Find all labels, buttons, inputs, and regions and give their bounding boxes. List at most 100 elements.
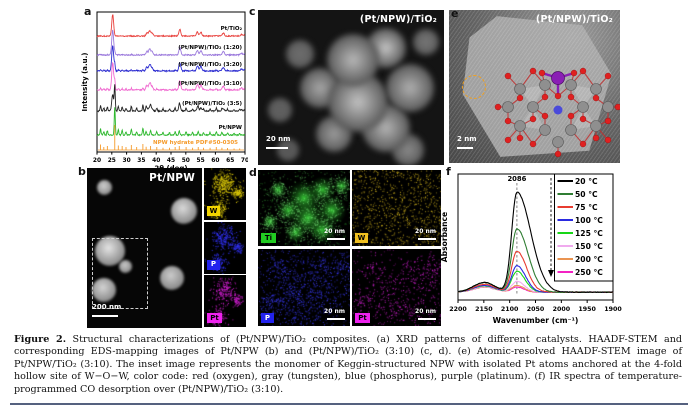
tio2-particle-blob (327, 34, 379, 86)
tungsten-atom (590, 83, 602, 95)
stem-image-ptnpw-title: Pt/NPW (149, 172, 195, 184)
scalebar-b-text: 200 nm (92, 303, 122, 311)
ir-tick-label: 2050 (527, 306, 545, 313)
scalebar-d-text: 20 nm (415, 228, 436, 235)
figure-caption-label: Figure 2. (14, 334, 67, 345)
legend-label: 150 °C (575, 242, 603, 251)
panel-f-letter: f (446, 165, 451, 178)
tungsten-atom (514, 120, 526, 132)
tungsten-atom (590, 120, 602, 132)
oxygen-atom (579, 140, 587, 148)
tungsten-atom (565, 124, 577, 136)
legend-label: 125 °C (575, 229, 603, 238)
tungsten-atom (565, 79, 577, 91)
oxygen-atom (604, 72, 612, 80)
eds-inset-badge: W (207, 206, 220, 216)
oxygen-atom (567, 112, 575, 120)
panel-a-letter: a (84, 5, 92, 18)
ir-tick-label: 1950 (578, 306, 596, 313)
stem-image-composite: (Pt/NPW)/TiO₂ 20 nm (258, 10, 444, 165)
eds-map-w: W 20 nm (352, 170, 441, 246)
oxygen-atom (579, 115, 587, 123)
xrd-ylabel: Intensity (a.u.) (81, 52, 89, 111)
oxygen-atom (516, 94, 524, 102)
inset-region-box (92, 238, 148, 309)
xrd-trace (96, 29, 245, 57)
nanoparticle-blob (96, 179, 112, 195)
xrd-series-label: (Pt/NPW)/TiO₂ (3:10) (178, 81, 242, 87)
panel-d-letter: d (249, 166, 257, 179)
oxygen-atom (541, 93, 549, 101)
xrd-series-label: (Pt/NPW)/TiO₂ (3:5) (182, 101, 242, 107)
legend-label: 100 °C (575, 216, 603, 225)
ir-spectra-chart: 2086 20 °C 50 °C 75 °C 100 °C 125 °C 150 °C 200… (440, 173, 622, 325)
eds-inset-w: W (204, 168, 246, 220)
tio2-particle-blob (268, 98, 292, 122)
xrd-tick-label: 50 (182, 158, 190, 164)
oxygen-atom (592, 134, 600, 142)
pt-atom-highlight-circle (462, 75, 486, 99)
oxygen-atom (529, 140, 537, 148)
eds-inset-badge: P (207, 259, 220, 270)
oxygen-atom (516, 134, 524, 142)
ir-legend-box (554, 173, 614, 282)
ir-curve (457, 191, 614, 294)
eds-map-pt: Pt 20 nm (352, 249, 441, 326)
xrd-tick-label: 20 (93, 158, 101, 164)
tungsten-atom (552, 136, 564, 148)
tungsten-atom (539, 124, 551, 136)
tio2-platelet (462, 16, 612, 157)
tungsten-atom (514, 83, 526, 95)
legend-label: 75 °C (575, 203, 598, 212)
tungsten-atom (502, 101, 514, 113)
ir-xlabel: Wavenumber (cm⁻¹) (493, 316, 579, 325)
ir-tick-label: 2100 (501, 306, 519, 313)
nanoparticle-blob (160, 266, 184, 290)
oxygen-atom (570, 69, 578, 77)
nanoparticle-blob (95, 236, 125, 266)
nanoparticle-blob (118, 259, 132, 273)
tio2-particle-blob (277, 139, 299, 161)
xrd-series-label: NPW hydrate PDF#50-0305 (153, 140, 238, 146)
oxygen-atom (592, 94, 600, 102)
tio2-particle-blob (386, 64, 434, 112)
scalebar-d-text: 20 nm (324, 228, 345, 235)
atomic-stem-title: (Pt/NPW)/TiO₂ (535, 14, 613, 25)
xrd-trace (96, 61, 245, 92)
oxygen-atom (504, 117, 512, 125)
legend-label: 20 °C (575, 177, 598, 186)
oxygen-atom (529, 115, 537, 123)
scalebar-d-text: 20 nm (415, 308, 436, 315)
xrd-series-label: (Pt/NPW)/TiO₂ (1:20) (178, 45, 242, 51)
ir-tick-label: 1900 (604, 306, 622, 313)
oxygen-atom (554, 92, 562, 100)
legend-label: 50 °C (575, 190, 598, 199)
xrd-tick-label: 40 (152, 158, 160, 164)
panel-c-letter: c (249, 5, 256, 18)
figure-caption: Figure 2. Structural characterizations o… (14, 334, 682, 396)
eds-inset-pt: Pt (204, 275, 246, 328)
tio2-particle-blob (286, 40, 314, 68)
xrd-trace (96, 107, 246, 137)
xrd-series-label: Pt/NPW (219, 125, 242, 131)
scalebar-b-line (92, 315, 118, 318)
eds-map-p: P 20 nm (258, 249, 350, 326)
figure-caption-text: Structural characterizations of (Pt/NPW)… (14, 334, 683, 395)
oxygen-atom (604, 136, 612, 144)
xrd-chart: 20253035404550556065702θ (deg)Intensity … (81, 11, 248, 172)
oxygen-atom (504, 72, 512, 80)
oxygen-atom (567, 93, 575, 101)
atomic-stem-image: (Pt/NPW)/TiO₂ 2 nm (449, 10, 620, 163)
xrd-tick-label: 25 (108, 158, 116, 164)
ir-tick-label: 2000 (553, 306, 571, 313)
scalebar-d-line (418, 238, 436, 240)
ir-ylabel: Absorbance (440, 212, 449, 262)
page-rule (10, 403, 688, 405)
scalebar-c-text: 20 nm (266, 135, 291, 143)
oxygen-atom (614, 103, 620, 111)
panel-b-letter: b (78, 165, 86, 178)
xrd-series-label: (Pt/NPW)/TiO₂ (3:20) (178, 62, 242, 68)
scalebar-d-line (327, 238, 345, 240)
panel-e-letter: e (451, 7, 459, 20)
tio2-particle-blob (413, 29, 439, 55)
